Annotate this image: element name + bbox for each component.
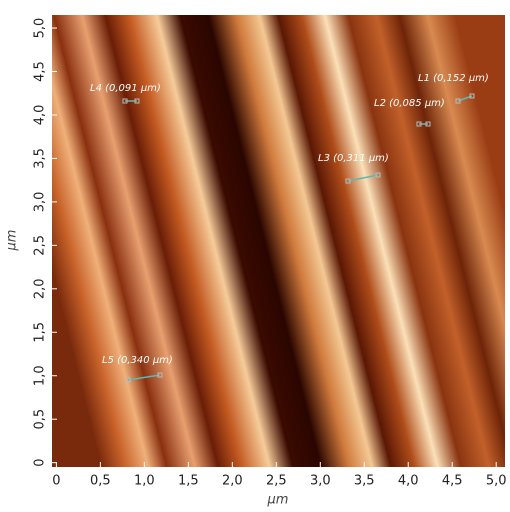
measure-end <box>125 377 131 383</box>
measure-end <box>134 98 140 104</box>
x-axis-label: µm <box>267 493 289 508</box>
measure-end <box>416 121 422 127</box>
y-tick-label: 2,0 <box>33 278 48 299</box>
y-tick-label: 0,5 <box>33 409 48 430</box>
x-tick-label: 2,5 <box>266 474 287 489</box>
afm-image <box>52 15 505 467</box>
measure-line <box>347 174 379 182</box>
x-tick-label: 5,0 <box>486 474 507 489</box>
x-tick-label: 3,5 <box>354 474 375 489</box>
measure-label: L2 (0,085 µm) <box>374 98 445 109</box>
measure-label: L3 (0,311 µm) <box>318 153 389 164</box>
x-tick-label: 2,0 <box>222 474 243 489</box>
measure-end <box>455 98 461 104</box>
x-tick-label: 1,5 <box>178 474 199 489</box>
y-tick-label: 1,5 <box>33 322 48 343</box>
measure-line <box>127 374 161 381</box>
measure-label: L4 (0,091 µm) <box>90 83 161 94</box>
y-tick-label: 4,0 <box>33 105 48 126</box>
x-tick-label: 0 <box>52 474 60 489</box>
y-tick-label: 4,5 <box>33 61 48 82</box>
measure-end <box>469 93 475 99</box>
y-tick-label: 3,5 <box>33 148 48 169</box>
x-tick-label: 1,0 <box>134 474 155 489</box>
x-tick-label: 0,5 <box>90 474 111 489</box>
measure-end <box>157 372 163 378</box>
measure-end <box>425 121 431 127</box>
y-tick-label: 5,0 <box>33 18 48 39</box>
y-tick-label: 0 <box>33 459 48 467</box>
measure-end <box>375 172 381 178</box>
measure-label: L1 (0,152 µm) <box>418 73 489 84</box>
x-tick-label: 4,0 <box>398 474 419 489</box>
measure-label: L5 (0,340 µm) <box>102 355 173 366</box>
y-tick-label: 2,5 <box>33 235 48 256</box>
y-axis-label: µm <box>5 230 20 252</box>
measure-end <box>345 178 351 184</box>
x-tick-label: 3,0 <box>310 474 331 489</box>
x-tick-label: 4,5 <box>442 474 463 489</box>
y-tick-label: 1,0 <box>33 365 48 386</box>
y-tick-label: 3,0 <box>33 192 48 213</box>
measure-end <box>122 98 128 104</box>
